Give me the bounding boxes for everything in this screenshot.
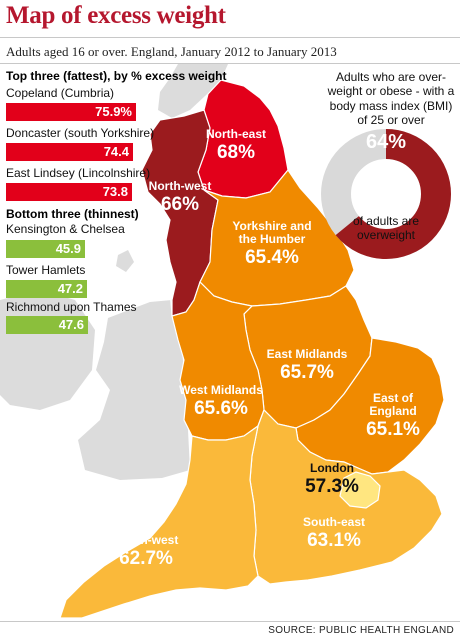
boundary-line [169, 289, 173, 317]
bottom-item-bar: 47.6 [6, 316, 88, 334]
region-name: East Midlands [266, 347, 348, 361]
region-name: London [310, 461, 354, 475]
region-value: 57.3% [305, 476, 359, 498]
label-london: London 57.3% [292, 461, 372, 498]
map-subtitle: Adults aged 16 or over. England, January… [6, 44, 337, 59]
top-item-name: Doncaster (south Yorkshire) [6, 126, 155, 140]
region-value: 68% [216, 142, 256, 164]
label-north-east: North-east 68% [196, 127, 276, 164]
donut-caption: of adults are overweight [352, 214, 420, 243]
label-west-midlands: West Midlands 65.6% [176, 383, 266, 420]
region-london[interactable] [339, 471, 381, 509]
region-value: 66% [160, 194, 200, 216]
label-south-west: South-west 62.7% [104, 533, 188, 570]
footer-divider [0, 621, 460, 622]
donut-main-arc [321, 129, 451, 259]
scotland-landmass [158, 64, 228, 118]
donut-note: Adults who are over-weight or obese - wi… [327, 70, 455, 128]
bottom-item-name: Richmond upon Thames [6, 300, 137, 314]
region-value: 65.7% [280, 362, 334, 384]
region-value: 65.6% [194, 398, 248, 420]
region-name: North-west [148, 179, 212, 193]
bottom-item-name: Tower Hamlets [6, 263, 86, 277]
label-east-midlands: East Midlands 65.7% [262, 347, 352, 384]
bottom-item-name: Kensington & Chelsea [6, 222, 125, 236]
england-map [0, 64, 445, 619]
bottom-item-bar: 45.9 [6, 240, 85, 258]
subtitle-divider [0, 63, 460, 64]
title-divider [0, 37, 460, 38]
region-value: 65.4% [245, 247, 299, 269]
region-value: 62.7% [119, 548, 173, 570]
bottom-item-bar: 47.2 [6, 280, 87, 298]
region-name: Yorkshire and the Humber [232, 219, 312, 247]
donut-percent: 64% [365, 131, 407, 153]
region-name: East of England [369, 391, 417, 419]
region-name: South-east [302, 515, 365, 529]
wales-landmass [78, 300, 190, 480]
top-item-name: East Lindsey (Lincolnshire) [6, 166, 151, 180]
region-name: North-east [205, 127, 266, 141]
top-three-heading: Top three (fattest), by % excess weight [6, 69, 227, 83]
region-value: 65.1% [366, 419, 420, 441]
label-south-east: South-east 63.1% [292, 515, 376, 552]
bottom-three-heading: Bottom three (thinnest) [6, 207, 139, 221]
label-north-west: North-west 66% [142, 179, 218, 216]
region-south-west[interactable] [59, 424, 259, 619]
region-name: West Midlands [179, 383, 263, 397]
region-value: 63.1% [307, 530, 361, 552]
isle-of-man-landmass [116, 250, 134, 272]
overweight-donut [321, 129, 451, 259]
region-name: South-west [113, 533, 179, 547]
top-item-bar: 73.8 [6, 183, 132, 201]
top-item-bar: 74.4 [6, 143, 133, 161]
label-east-of-england: East of England 65.1% [348, 391, 438, 441]
map-title: Map of excess weight [6, 2, 226, 29]
region-west-midlands[interactable] [171, 280, 265, 441]
top-item-name: Copeland (Cumbria) [6, 86, 115, 100]
source-credit: SOURCE: PUBLIC HEALTH ENGLAND [268, 625, 454, 636]
label-yorkshire: Yorkshire and the Humber 65.4% [224, 219, 320, 269]
top-item-bar: 75.9% [6, 103, 136, 121]
